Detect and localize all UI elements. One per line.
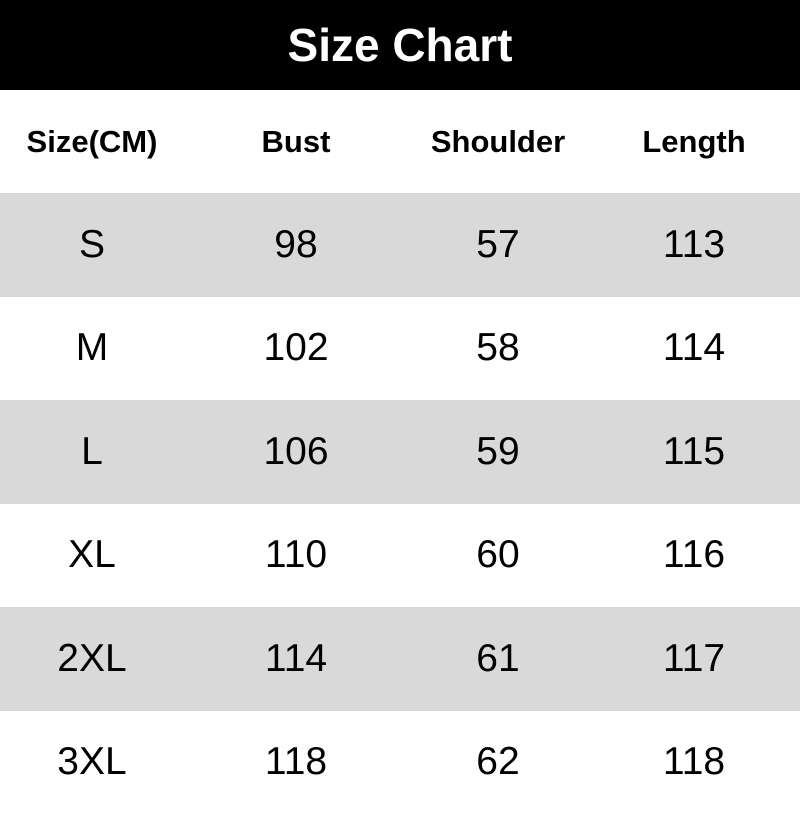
cell-size: M xyxy=(0,326,184,370)
page-title: Size Chart xyxy=(288,18,513,72)
title-bar: Size Chart xyxy=(0,0,800,90)
cell-size: 2XL xyxy=(0,637,184,681)
table-header-row: Size(CM) Bust Shoulder Length xyxy=(0,90,800,193)
header-bust: Bust xyxy=(184,124,408,160)
header-size: Size(CM) xyxy=(0,124,184,160)
cell-size: 3XL xyxy=(0,740,184,784)
cell-bust: 102 xyxy=(184,326,408,370)
cell-shoulder: 57 xyxy=(408,223,588,267)
cell-shoulder: 58 xyxy=(408,326,588,370)
cell-size: XL xyxy=(0,533,184,577)
cell-length: 116 xyxy=(588,533,800,577)
cell-size: L xyxy=(0,430,184,474)
cell-length: 114 xyxy=(588,326,800,370)
cell-shoulder: 59 xyxy=(408,430,588,474)
cell-bust: 106 xyxy=(184,430,408,474)
header-length: Length xyxy=(588,124,800,160)
cell-length: 115 xyxy=(588,430,800,474)
header-shoulder: Shoulder xyxy=(408,124,588,160)
cell-shoulder: 62 xyxy=(408,740,588,784)
cell-bust: 98 xyxy=(184,223,408,267)
cell-shoulder: 61 xyxy=(408,637,588,681)
cell-shoulder: 60 xyxy=(408,533,588,577)
cell-size: S xyxy=(0,223,184,267)
cell-length: 118 xyxy=(588,740,800,784)
cell-length: 117 xyxy=(588,637,800,681)
cell-bust: 118 xyxy=(184,740,408,784)
cell-bust: 114 xyxy=(184,637,408,681)
cell-bust: 110 xyxy=(184,533,408,577)
cell-length: 113 xyxy=(588,223,800,267)
